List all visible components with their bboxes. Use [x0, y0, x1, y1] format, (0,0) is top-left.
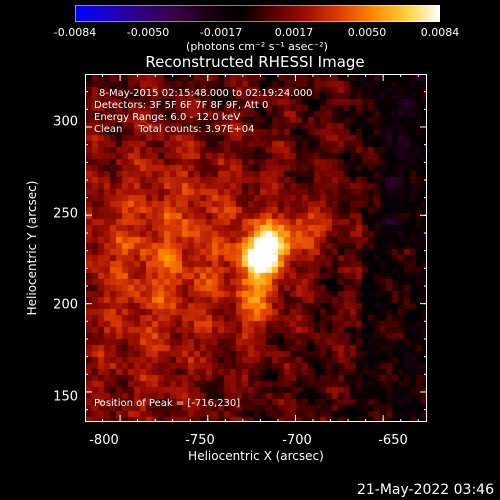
colorbar-tick-label: 0.0017	[274, 26, 314, 39]
heatmap-image	[86, 75, 426, 421]
plot-frame	[85, 74, 427, 422]
annotation-time-range: 8-May-2015 02:15:48.000 to 02:19:24.000	[99, 88, 313, 99]
colorbar-tick-label: -0.0050	[126, 26, 170, 39]
y-tick-label: 250	[53, 206, 78, 222]
colorbar-tick-label: 0.0084	[420, 26, 460, 39]
colorbar-unit-label: (photons cm⁻² s⁻¹ asec⁻²)	[186, 40, 328, 53]
annotation-energy: Energy Range: 6.0 - 12.0 keV	[94, 112, 241, 123]
y-tick-label: 150	[53, 389, 78, 405]
annotation-peak-position: Position of Peak = [-716,230]	[94, 398, 241, 409]
annotation-method: Clean Total counts: 3.97E+04	[94, 124, 255, 135]
y-tick-label: 300	[53, 114, 78, 130]
timestamp: 21-May-2022 03:46	[356, 482, 494, 498]
x-tick-label: -750	[185, 433, 215, 448]
annotation-detectors: Detectors: 3F 5F 6F 7F 8F 9F, Att 0	[94, 100, 269, 111]
chart-title: Reconstructed RHESSI Image	[145, 53, 365, 71]
colorbar	[75, 5, 440, 22]
colorbar-tick-label: -0.0017	[199, 26, 243, 39]
x-tick-label: -800	[89, 433, 119, 448]
y-axis-label: Heliocentric Y (arcsec)	[25, 180, 39, 316]
x-tick-label: -700	[282, 433, 312, 448]
colorbar-tick-label: 0.0050	[347, 26, 387, 39]
y-tick-label: 200	[53, 297, 78, 313]
x-tick-label: -650	[378, 433, 408, 448]
colorbar-tick-label: -0.0084	[53, 26, 97, 39]
x-axis-label: Heliocentric X (arcsec)	[188, 449, 324, 463]
